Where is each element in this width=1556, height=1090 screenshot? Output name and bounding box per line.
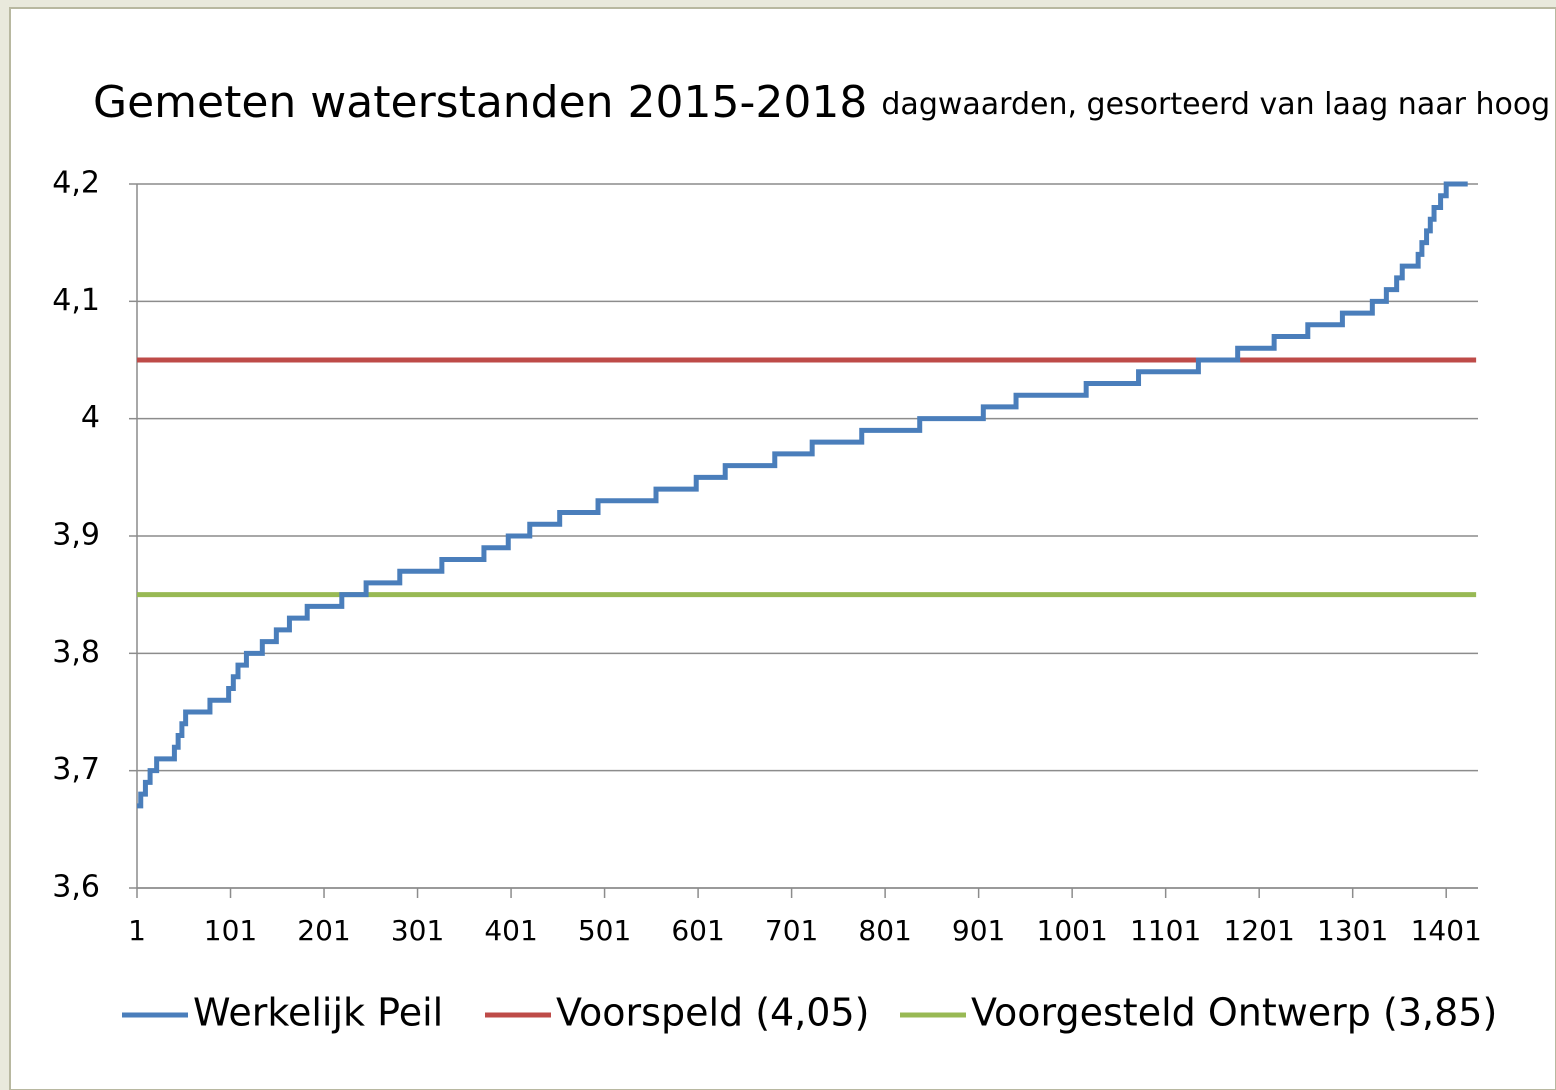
- x-tick-label: 1101: [1130, 914, 1201, 947]
- x-tick-label: 1201: [1224, 914, 1295, 947]
- x-tick-label: 401: [484, 914, 537, 947]
- y-tick-label: 3,9: [52, 518, 100, 553]
- y-tick-label: 4: [81, 400, 100, 435]
- y-tick-label: 4,1: [52, 283, 100, 318]
- x-tick-label: 901: [952, 914, 1005, 947]
- legend-label: Werkelijk Peil: [193, 991, 443, 1035]
- x-tick-label: 101: [204, 914, 257, 947]
- y-tick-label: 4,2: [52, 166, 100, 201]
- x-tick-label: 301: [391, 914, 444, 947]
- legend-label: Voorspeld (4,05): [556, 991, 869, 1035]
- x-tick-label: 1401: [1411, 914, 1482, 947]
- y-tick-label: 3,7: [52, 752, 100, 787]
- x-tick-label: 1001: [1037, 914, 1108, 947]
- series-line: [137, 181, 1468, 809]
- x-tick-label: 1: [128, 914, 146, 947]
- subtitle: dagwaarden, gesorteerd van laag naar hoo…: [881, 87, 1550, 122]
- x-tick-label: 501: [578, 914, 631, 947]
- x-tick-label: 701: [765, 914, 818, 947]
- x-tick-label: 201: [297, 914, 350, 947]
- chart-area: [9, 7, 1556, 1090]
- title: Gemeten waterstanden 2015-2018: [93, 77, 867, 128]
- y-tick-label: 3,6: [52, 870, 100, 905]
- legend-label: Voorgesteld Ontwerp (3,85): [971, 991, 1497, 1035]
- y-tick-label: 3,8: [52, 635, 100, 670]
- x-tick-label: 601: [671, 914, 724, 947]
- x-tick-label: 801: [858, 914, 911, 947]
- x-tick-label: 1301: [1317, 914, 1388, 947]
- chart-title: Gemeten waterstanden 2015-2018 dagwaarden…: [93, 77, 1550, 128]
